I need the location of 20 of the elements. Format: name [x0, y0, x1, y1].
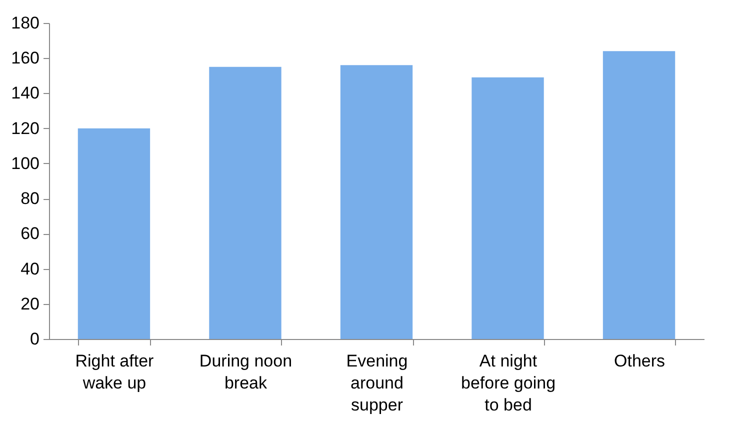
x-tick-label: Others: [614, 352, 666, 370]
y-tick-label: 180: [11, 14, 40, 32]
y-tick-label: 80: [20, 189, 40, 208]
bar: [340, 65, 413, 339]
y-tick-label: 60: [20, 224, 40, 244]
x-tick-label: Right after wake up: [75, 352, 154, 392]
y-tick-label: 160: [11, 48, 40, 68]
y-tick-label: 120: [11, 118, 40, 138]
bar: [78, 128, 150, 339]
y-tick-label: 0: [30, 330, 40, 348]
x-tick-label: During noon break: [199, 352, 292, 392]
x-tick-label: At night before going to bed: [460, 352, 556, 414]
bar: [602, 51, 676, 339]
y-tick-label: 20: [20, 294, 40, 314]
x-tick-label: Evening around supper: [346, 352, 408, 414]
y-tick-label: 40: [20, 259, 40, 278]
y-tick-label: 100: [11, 154, 40, 173]
bar: [209, 66, 282, 339]
bar: [472, 77, 544, 339]
y-tick-label: 140: [11, 84, 40, 103]
